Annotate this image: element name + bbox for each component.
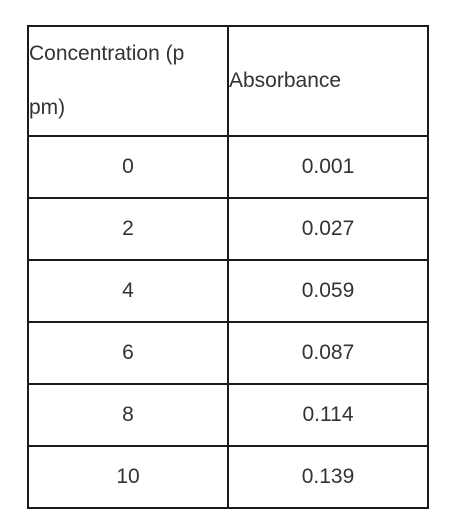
concentration-absorbance-table: Concentration (p pm) Absorbance 0 0.001 … bbox=[27, 25, 429, 509]
header-concentration-line2: pm) bbox=[29, 96, 66, 119]
concentration-cell: 8 bbox=[27, 383, 229, 447]
table-header-row: Concentration (p pm) Absorbance bbox=[27, 25, 429, 137]
header-concentration: Concentration (p pm) bbox=[27, 25, 229, 137]
table-row: 2 0.027 bbox=[27, 197, 429, 261]
table-row: 8 0.114 bbox=[27, 383, 429, 447]
concentration-cell: 10 bbox=[27, 445, 229, 509]
header-absorbance: Absorbance bbox=[227, 25, 429, 137]
concentration-cell: 0 bbox=[27, 135, 229, 199]
absorbance-cell: 0.059 bbox=[227, 259, 429, 323]
absorbance-cell: 0.027 bbox=[227, 197, 429, 261]
concentration-cell: 4 bbox=[27, 259, 229, 323]
absorbance-cell: 0.114 bbox=[227, 383, 429, 447]
concentration-cell: 6 bbox=[27, 321, 229, 385]
table-row: 4 0.059 bbox=[27, 259, 429, 323]
concentration-cell: 2 bbox=[27, 197, 229, 261]
header-concentration-line1: Concentration (p bbox=[29, 42, 185, 65]
table-row: 10 0.139 bbox=[27, 445, 429, 509]
table-row: 0 0.001 bbox=[27, 135, 429, 199]
table-row: 6 0.087 bbox=[27, 321, 429, 385]
absorbance-cell: 0.001 bbox=[227, 135, 429, 199]
absorbance-cell: 0.087 bbox=[227, 321, 429, 385]
absorbance-cell: 0.139 bbox=[227, 445, 429, 509]
